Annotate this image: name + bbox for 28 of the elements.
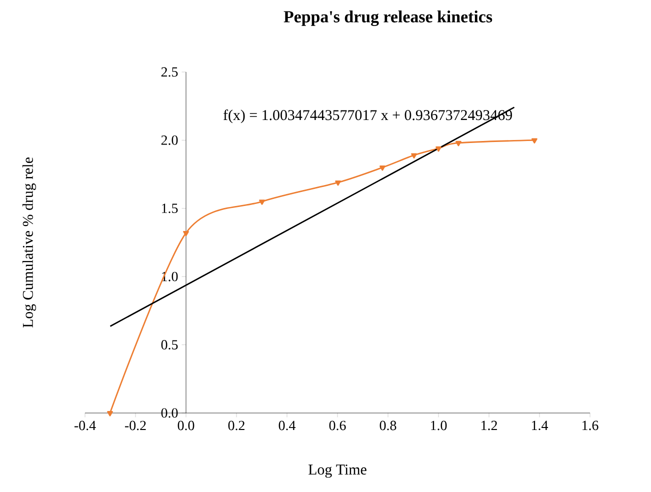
x-tick-label: 0.2 <box>228 420 244 430</box>
point <box>259 200 265 205</box>
point <box>335 180 341 186</box>
x-tick-label: 1.4 <box>532 420 548 430</box>
y-tick-label: 2.0 <box>161 135 178 145</box>
point <box>380 165 386 171</box>
x-tick-label: 1.2 <box>482 420 497 430</box>
y-axis-title: Log Cumulative % drug rele <box>22 158 36 328</box>
x-tick-label: -0.4 <box>74 420 96 430</box>
y-tick-label: 0.5 <box>161 340 178 350</box>
x-tick-label: 0.4 <box>278 420 296 430</box>
point <box>532 138 538 144</box>
point <box>456 140 462 146</box>
point <box>107 411 113 416</box>
y-tick-label: 2.5 <box>161 67 178 77</box>
x-tick-label: -0.2 <box>124 420 146 430</box>
point <box>411 153 417 158</box>
chart-title: Peppa's drug release kinetics <box>284 10 492 26</box>
x-tick-label: 1.6 <box>582 420 598 430</box>
x-tick-label: 1.0 <box>431 420 447 430</box>
y-tick-label: 1.5 <box>162 204 178 214</box>
x-tick-label: 0.8 <box>380 420 396 430</box>
y-tick-label: 0.0 <box>161 408 178 418</box>
point <box>436 146 442 152</box>
point <box>183 230 189 236</box>
x-tick-label: 0.6 <box>329 420 346 430</box>
x-tick-label: 0.0 <box>178 420 194 430</box>
x-axis-title: Log Time <box>308 464 366 478</box>
